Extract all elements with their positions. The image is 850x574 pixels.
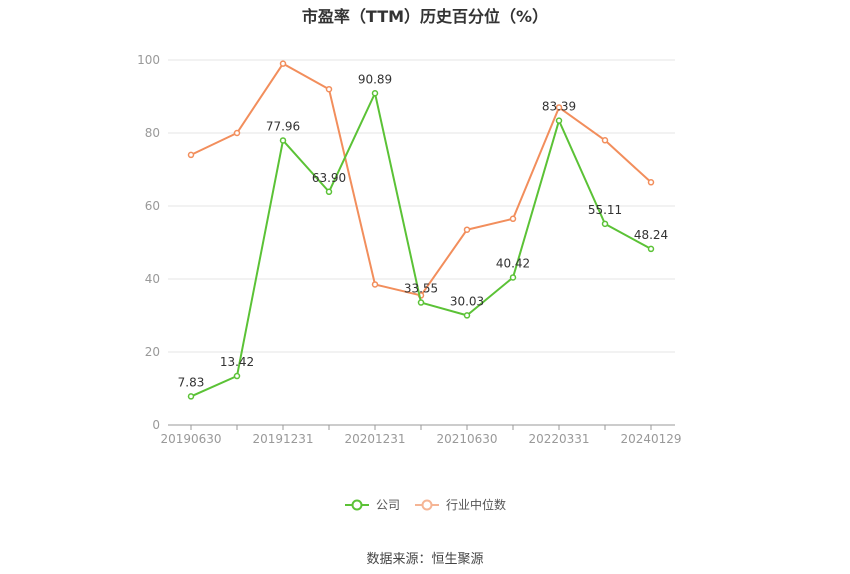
source-note: 数据来源：恒生聚源 [366,552,484,567]
x-tick-label: 20240129 [620,432,681,446]
legend: 公司 行业中位数 [0,496,850,513]
data-point-company[interactable] [647,245,655,253]
x-tick-label: 20201231 [344,432,405,446]
data-point-company[interactable] [601,220,609,228]
data-point-industry-median[interactable] [555,104,563,111]
data-point-company[interactable] [187,393,195,400]
data-point-company[interactable] [279,137,287,144]
y-tick-label: 20 [145,345,160,359]
grid-lines [168,59,675,353]
data-point-company[interactable] [555,117,563,124]
data-label-company: 7.83 [178,375,205,389]
data-point-industry-median[interactable] [279,60,287,67]
data-point-industry-median[interactable] [509,215,517,223]
data-label-company: 77.96 [266,119,300,133]
data-label-company: 13.42 [220,355,254,369]
data-point-industry-median[interactable] [463,226,471,233]
legend-item-industry-median[interactable]: 行业中位数 [414,496,506,513]
data-point-industry-median[interactable] [325,85,333,93]
x-tick-label: 20220331 [528,432,589,446]
data-point-company[interactable] [463,312,471,319]
x-tick-label: 20210630 [436,432,497,446]
legend-company-label: 公司 [375,498,400,512]
data-label-company: 33.55 [404,282,438,296]
legend-industry-marker-icon [415,499,439,510]
series-lines [187,60,655,400]
y-tick-label: 0 [152,418,160,432]
axes: 0 20 40 60 80 100 20190630 20191231 20201231 2021… [137,53,681,446]
y-tick-label: 100 [137,53,160,67]
series-line-company [190,92,652,398]
data-point-company[interactable] [371,90,379,97]
data-point-industry-median[interactable] [647,179,655,186]
data-label-company: 48.24 [634,228,668,242]
y-tick-label: 80 [145,126,160,140]
data-point-company[interactable] [233,372,241,380]
x-tick-label: 20191231 [252,432,313,446]
data-point-company[interactable] [325,188,333,196]
data-point-industry-median[interactable] [601,137,609,144]
y-tick-label: 60 [145,199,160,213]
data-point-company[interactable] [417,299,425,306]
data-point-industry-median[interactable] [371,281,379,288]
data-label-company: 83.39 [542,100,576,114]
data-label-company: 63.90 [312,171,346,185]
data-point-company[interactable] [509,274,517,281]
data-label-company: 90.89 [358,72,392,86]
y-tick-label: 40 [145,272,160,286]
data-label-company: 30.03 [450,294,484,308]
x-tick-label: 20190630 [160,432,221,446]
legend-industry-label: 行业中位数 [446,498,507,512]
data-point-industry-median[interactable] [233,129,241,137]
data-label-company: 55.11 [588,203,622,217]
legend-item-company[interactable]: 公司 [344,496,400,513]
legend-company-marker-icon [344,499,369,510]
data-label-company: 40.42 [496,256,530,270]
data-labels: 7.83 13.42 77.96 63.90 90.89 33.55 30.03 40.42 8… [178,72,669,389]
data-point-industry-median[interactable] [187,151,195,159]
chart-title: 市盈率（TTM）历史百分位（%） [301,7,549,26]
